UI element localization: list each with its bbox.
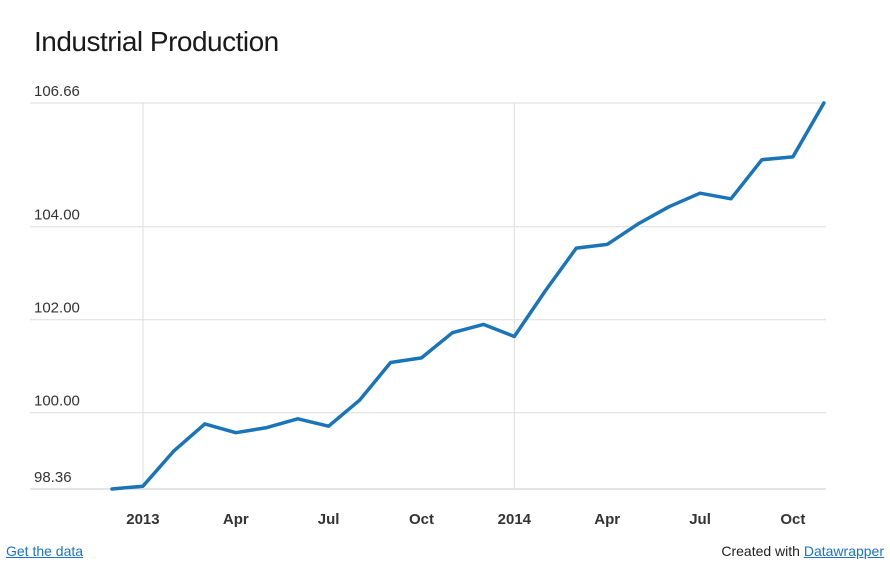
- x-tick-label: Jul: [318, 511, 340, 528]
- get-the-data-link[interactable]: Get the data: [6, 543, 84, 559]
- data-point: [698, 191, 702, 195]
- y-tick-label: 106.66: [34, 83, 80, 100]
- x-tick-label: 2013: [126, 511, 159, 528]
- data-point: [791, 155, 795, 159]
- data-point: [110, 487, 114, 491]
- data-point: [203, 422, 207, 426]
- data-point: [296, 417, 300, 421]
- y-axis: 98.36 100.00 102.00 104.00 106.66: [34, 83, 80, 486]
- x-tick-label: Apr: [594, 511, 620, 528]
- data-point: [234, 431, 238, 435]
- credit-line: Created with Datawrapper: [721, 543, 884, 559]
- grid-layer: [30, 102, 826, 490]
- data-point: [543, 289, 547, 293]
- data-point: [574, 246, 578, 250]
- data-point: [327, 424, 331, 428]
- data-point: [729, 197, 733, 201]
- x-tick-label: Jul: [689, 511, 711, 528]
- data-point: [636, 222, 640, 226]
- chart-title: Industrial Production: [34, 26, 279, 57]
- credit-prefix: Created with: [721, 543, 800, 559]
- data-point: [172, 449, 176, 453]
- series-layer: [110, 101, 826, 491]
- x-tick-label: 2014: [498, 511, 532, 528]
- x-tick-label: Apr: [223, 511, 249, 528]
- datawrapper-link[interactable]: Datawrapper: [803, 543, 884, 559]
- data-point: [389, 361, 393, 365]
- x-tick-label: Oct: [409, 511, 434, 528]
- data-point: [265, 426, 269, 430]
- y-tick-label: 100.00: [34, 393, 80, 410]
- data-point: [512, 334, 516, 338]
- y-tick-label: 104.00: [34, 207, 80, 224]
- x-tick-label: Oct: [780, 511, 805, 528]
- data-point: [141, 484, 145, 488]
- x-axis: 2013 Apr Jul Oct 2014 Apr Jul Oct: [126, 511, 805, 528]
- data-point: [358, 398, 362, 402]
- data-point: [760, 158, 764, 162]
- data-point: [667, 205, 671, 209]
- y-tick-label: 102.00: [34, 300, 80, 317]
- y-tick-label: 98.36: [34, 469, 72, 486]
- data-point: [605, 242, 609, 246]
- series-line: [110, 101, 826, 491]
- data-point: [450, 331, 454, 335]
- data-point: [481, 322, 485, 326]
- data-point: [822, 101, 826, 105]
- data-point: [420, 356, 424, 360]
